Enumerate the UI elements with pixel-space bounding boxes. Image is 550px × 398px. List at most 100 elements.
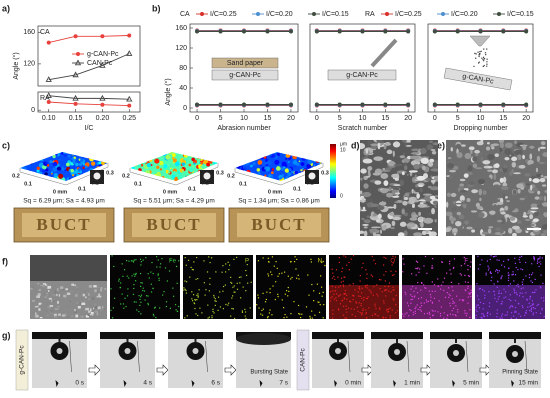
- sem-grain: [511, 156, 518, 162]
- eds-dot: [359, 311, 361, 314]
- sem-grain: [377, 205, 385, 211]
- eds-dot: [389, 307, 391, 309]
- sem-grain: [397, 232, 405, 236]
- eds-dot: [520, 268, 522, 270]
- eds-dot: [496, 312, 498, 315]
- sem-grain: [446, 201, 449, 208]
- surface-peak: [36, 169, 40, 173]
- eds-dot: [513, 288, 515, 290]
- sem-grain: [87, 313, 91, 316]
- surface-peak: [21, 154, 25, 159]
- droplet-highlight: [192, 348, 199, 354]
- surface-peak: [62, 152, 67, 155]
- sem-grain: [371, 226, 381, 229]
- surface-peak: [191, 157, 195, 162]
- eds-dot: [365, 313, 367, 315]
- sem-grain: [399, 221, 407, 227]
- eds-dot: [376, 284, 378, 286]
- sem-grain: [74, 308, 76, 312]
- eds-dot: [501, 264, 503, 266]
- sem-grain: [370, 143, 380, 147]
- eds-dot: [531, 307, 533, 309]
- sem-grain: [91, 313, 94, 316]
- eds-dot: [244, 311, 247, 313]
- eds-dot: [452, 267, 455, 269]
- sem-grain: [418, 216, 423, 221]
- marker: [265, 29, 270, 34]
- eds-dot: [175, 265, 178, 268]
- eds-dot: [366, 317, 368, 319]
- eds-dot: [452, 300, 454, 302]
- eds-dot: [451, 309, 453, 312]
- sem-grain: [504, 196, 508, 199]
- surface-peak: [246, 169, 251, 175]
- surface-peak: [192, 154, 197, 158]
- marker: [441, 12, 445, 16]
- eds-dot: [482, 308, 484, 310]
- flag: [511, 380, 514, 387]
- plot-frame: [309, 23, 416, 113]
- sem-grain: [475, 167, 483, 170]
- eds-dot: [487, 265, 489, 267]
- eds-dot: [501, 315, 503, 317]
- sem-grain: [485, 202, 488, 208]
- element-label: N: [318, 259, 322, 265]
- eds-dot: [538, 265, 540, 268]
- eds-dot: [268, 312, 270, 314]
- surface-peak: [89, 156, 94, 162]
- sem-grain: [46, 314, 49, 316]
- sem-grain: [54, 307, 59, 311]
- droplet: [93, 172, 101, 180]
- eds-dot: [418, 268, 421, 270]
- surface-peak: [270, 171, 274, 175]
- needle: [337, 339, 339, 343]
- holder: [489, 332, 541, 339]
- eds-dot: [539, 256, 541, 258]
- eds-dot: [277, 293, 279, 295]
- eds-dot: [508, 277, 510, 279]
- sand-grain: [486, 63, 488, 65]
- eds-dot: [323, 303, 325, 306]
- sem-grain: [428, 231, 432, 236]
- surface-peak: [36, 152, 40, 154]
- sem-grain: [42, 308, 44, 311]
- sem-grain: [478, 188, 483, 196]
- sem-grain: [360, 190, 363, 195]
- eds-dot: [335, 297, 337, 299]
- eds-dot: [351, 313, 353, 316]
- sem-grain: [455, 220, 462, 227]
- eds-dot: [148, 277, 150, 279]
- surface-peak: [131, 166, 135, 171]
- eds-dot: [338, 286, 340, 288]
- eds-dot: [475, 314, 477, 316]
- eds-dot: [297, 304, 300, 307]
- marker: [218, 29, 223, 34]
- sem-grain: [539, 146, 547, 149]
- sem-grain: [474, 228, 480, 232]
- eds-dot: [293, 261, 296, 263]
- eds-dot: [361, 313, 363, 315]
- eds-dot: [489, 271, 492, 273]
- eds-dot: [191, 300, 194, 302]
- sem-grain: [522, 154, 525, 160]
- surface-peak: [278, 163, 282, 167]
- surface-peak: [67, 154, 71, 158]
- eds-dot: [343, 255, 345, 257]
- sem-grain: [48, 290, 50, 292]
- eds-dot: [383, 264, 385, 266]
- surface-peak: [70, 152, 76, 156]
- sem-grain: [429, 158, 435, 163]
- eds-dot: [151, 261, 153, 264]
- eds-dot: [289, 261, 292, 263]
- plot-frame: [37, 25, 141, 87]
- surface-peak: [240, 152, 246, 157]
- eds-dot: [518, 313, 520, 315]
- eds-dot: [391, 264, 393, 266]
- sem-grain: [85, 314, 89, 318]
- eds-dot: [207, 317, 209, 319]
- sem-grain: [377, 142, 381, 150]
- eds-dot: [384, 290, 386, 292]
- eds-dot: [411, 285, 414, 288]
- eds-dot: [470, 295, 472, 298]
- eds-dot: [403, 315, 405, 317]
